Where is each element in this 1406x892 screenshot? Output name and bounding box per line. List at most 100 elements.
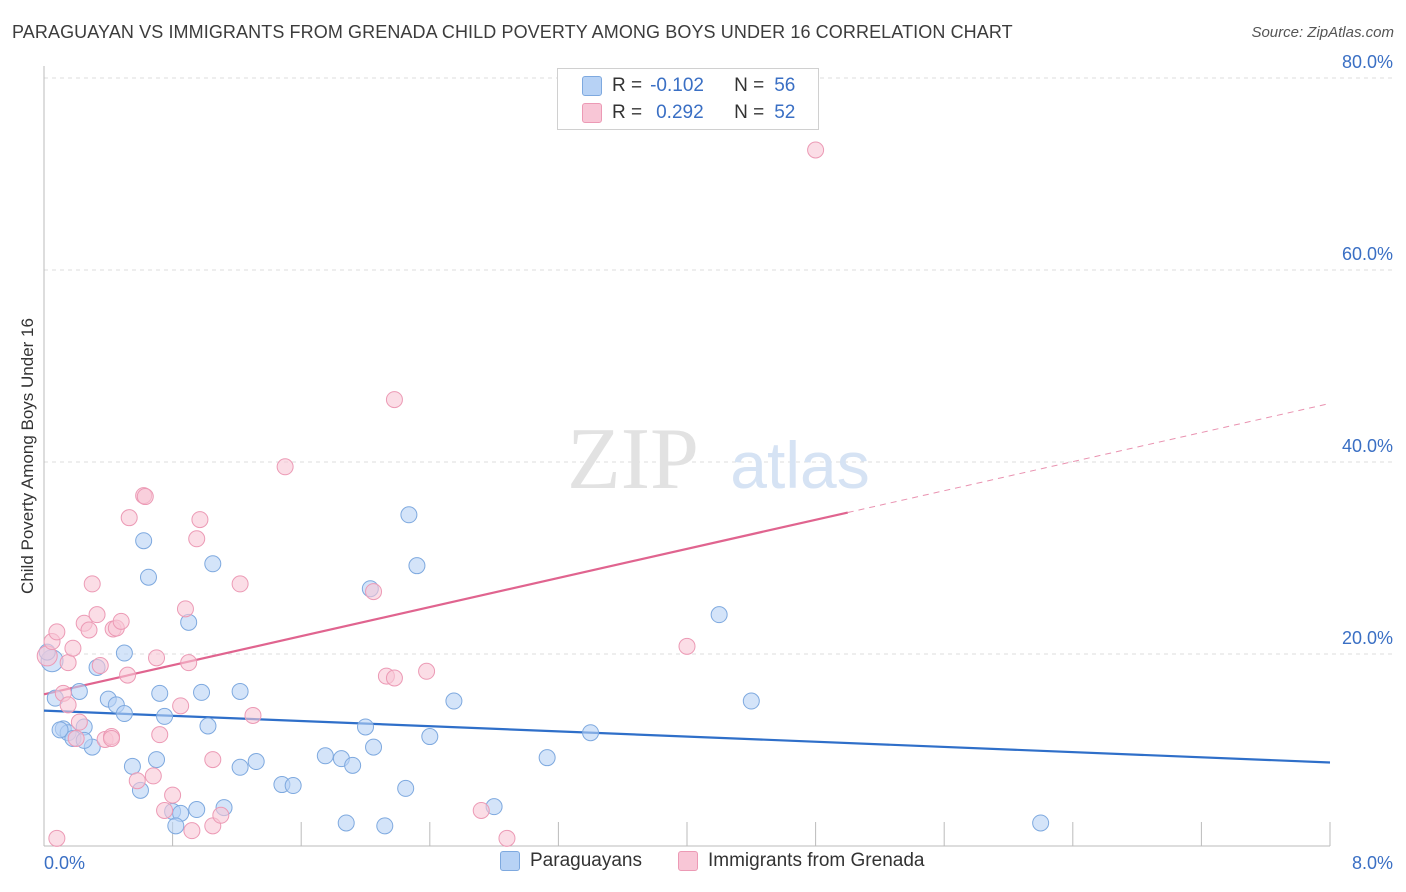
legend-swatch-grenada — [678, 851, 698, 871]
point-grenada — [136, 488, 154, 506]
data-points — [36, 141, 1050, 847]
point-paraguayans — [400, 506, 418, 524]
point-grenada — [128, 772, 146, 790]
point-paraguayans — [123, 757, 141, 775]
point-paraguayans — [742, 692, 760, 710]
y-tick-label: 40.0% — [1342, 436, 1393, 456]
point-paraguayans — [151, 684, 169, 702]
point-paraguayans — [344, 756, 362, 774]
point-paraguayans — [247, 753, 265, 771]
point-grenada — [176, 600, 194, 618]
point-grenada — [112, 612, 130, 630]
point-paraguayans — [538, 749, 556, 767]
point-paraguayans — [115, 644, 133, 662]
point-grenada — [48, 829, 66, 847]
point-grenada — [148, 649, 166, 667]
point-paraguayans — [156, 707, 174, 725]
point-paraguayans — [167, 817, 185, 835]
point-paraguayans — [582, 724, 600, 742]
point-grenada — [385, 391, 403, 409]
point-grenada — [83, 575, 101, 593]
x-tick-label-max: 8.0% — [1352, 853, 1393, 873]
point-grenada — [80, 621, 98, 639]
point-grenada — [91, 657, 109, 675]
point-grenada — [59, 696, 77, 714]
point-paraguayans — [51, 721, 69, 739]
point-grenada — [144, 767, 162, 785]
legend-r-value: -0.102 — [650, 75, 704, 96]
point-paraguayans — [231, 682, 249, 700]
legend-label-grenada: Immigrants from Grenada — [708, 850, 925, 871]
y-tick-label: 60.0% — [1342, 244, 1393, 264]
point-paraguayans — [408, 557, 426, 575]
point-paraguayans — [284, 777, 302, 795]
source-label: Source: ZipAtlas.com — [1251, 24, 1394, 41]
y-axis-label: Child Poverty Among Boys Under 16 — [18, 318, 37, 594]
point-paraguayans — [316, 747, 334, 765]
point-paraguayans — [193, 683, 211, 701]
point-grenada — [276, 458, 294, 476]
legend-item-paraguayans[interactable]: Paraguayans — [500, 850, 642, 872]
point-paraguayans — [199, 717, 217, 735]
chart-title: PARAGUAYAN VS IMMIGRANTS FROM GRENADA CH… — [12, 22, 1013, 42]
point-grenada — [498, 829, 516, 847]
point-grenada — [191, 511, 209, 529]
point-paraguayans — [135, 532, 153, 550]
point-paraguayans — [204, 555, 222, 573]
point-paraguayans — [70, 682, 88, 700]
legend-item-grenada[interactable]: Immigrants from Grenada — [678, 850, 924, 872]
point-grenada — [678, 637, 696, 655]
point-grenada — [418, 662, 436, 680]
legend-label-paraguayans: Paraguayans — [530, 850, 642, 871]
point-paraguayans — [115, 705, 133, 723]
point-paraguayans — [365, 738, 383, 756]
point-grenada — [70, 713, 88, 731]
y-tick-label: 80.0% — [1342, 52, 1393, 72]
point-paraguayans — [445, 692, 463, 710]
legend-r-label: R = — [612, 102, 643, 123]
legend-r-label: R = — [612, 75, 643, 96]
trend-line-grenada-dashed — [847, 402, 1331, 514]
point-paraguayans — [188, 801, 206, 819]
point-grenada — [151, 726, 169, 744]
point-paraguayans — [710, 606, 728, 624]
legend-swatch-paraguayans — [500, 851, 520, 871]
watermark-zip: ZIP — [567, 411, 699, 508]
point-paraguayans — [1032, 814, 1050, 832]
point-paraguayans — [231, 758, 249, 776]
point-paraguayans — [148, 751, 166, 769]
tick-labels: 20.0% 40.0% 60.0% 80.0% 0.0% 8.0% — [44, 52, 1393, 873]
watermark: ZIP atlas — [567, 411, 870, 508]
point-grenada — [164, 786, 182, 804]
point-grenada — [156, 801, 174, 819]
legend-row-grenada: R = 0.292 N = 52 — [582, 100, 795, 126]
legend-n-label: N = — [734, 102, 765, 123]
point-grenada — [212, 806, 230, 824]
point-grenada — [103, 729, 121, 747]
grid-lines — [44, 77, 1392, 655]
point-paraguayans — [337, 814, 355, 832]
point-grenada — [365, 583, 383, 601]
point-grenada — [183, 822, 201, 840]
axes — [43, 66, 1331, 847]
legend-swatch-pink — [582, 103, 602, 123]
point-grenada — [67, 729, 85, 747]
point-grenada — [180, 654, 198, 672]
point-paraguayans — [397, 779, 415, 797]
point-grenada — [88, 606, 106, 624]
point-grenada — [807, 141, 825, 159]
point-grenada — [472, 801, 490, 819]
point-grenada — [204, 751, 222, 769]
point-grenada — [59, 654, 77, 672]
watermark-atlas: atlas — [730, 428, 869, 502]
point-paraguayans — [376, 817, 394, 835]
trend-line-grenada — [43, 511, 848, 696]
point-grenada — [120, 509, 138, 527]
point-grenada — [244, 706, 262, 724]
x-tick-label-min: 0.0% — [44, 853, 85, 873]
point-grenada — [64, 639, 82, 657]
legend-n-value: 56 — [774, 75, 796, 96]
point-grenada — [172, 697, 190, 715]
legend-r-value: 0.292 — [656, 102, 704, 123]
